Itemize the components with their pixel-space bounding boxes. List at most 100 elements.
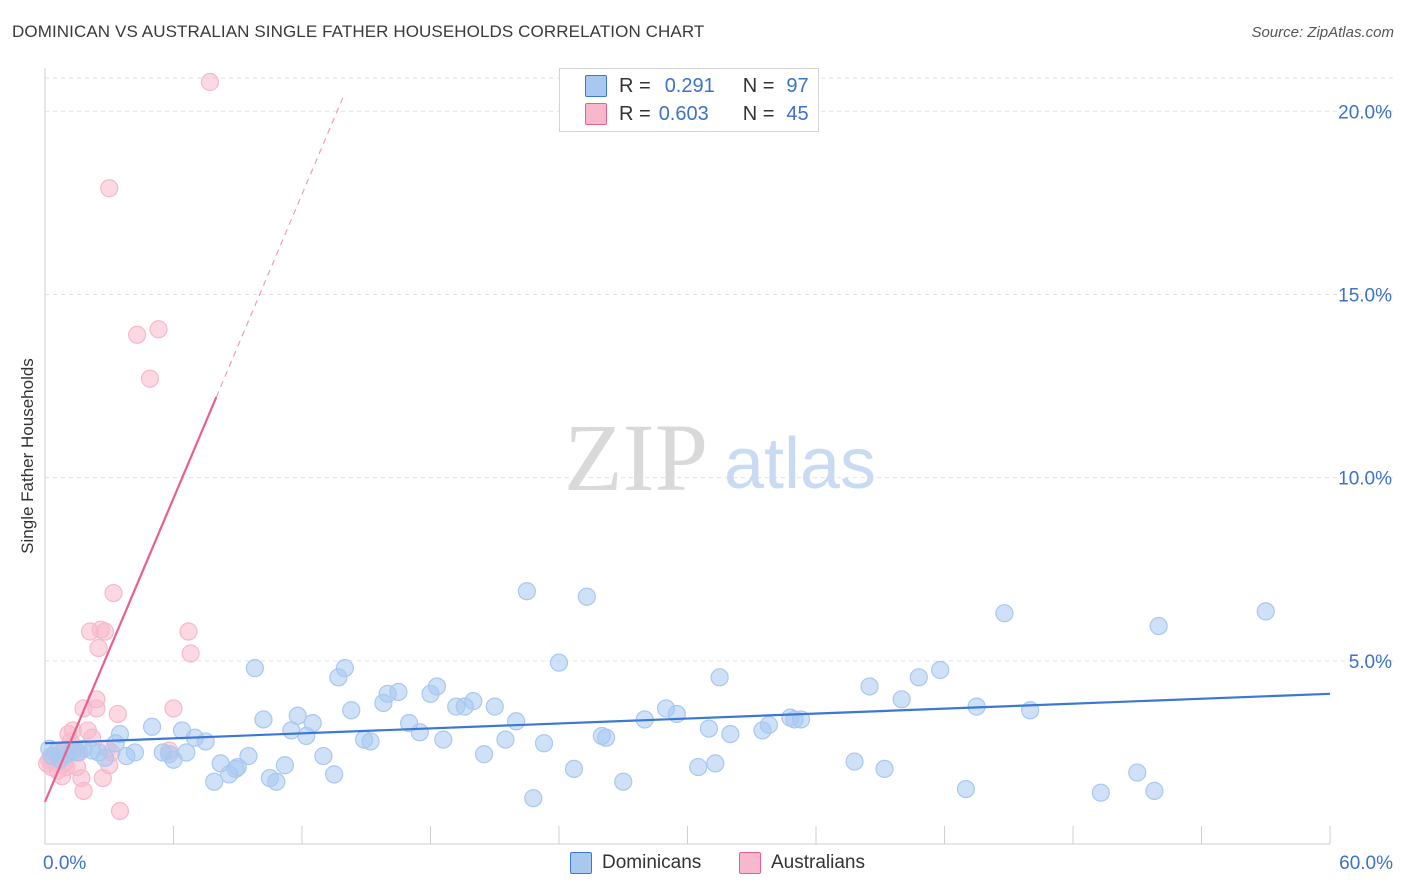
trendlines xyxy=(43,92,1331,803)
legend-r-value: 0.603 xyxy=(658,102,709,125)
dominican-point xyxy=(524,789,543,808)
chart-title: DOMINICAN VS AUSTRALIAN SINGLE FATHER HO… xyxy=(12,22,705,41)
dominican-point xyxy=(410,723,429,742)
dominican-point xyxy=(95,748,115,768)
dominican-point xyxy=(496,730,515,749)
legend-n-value: 97 xyxy=(786,74,809,97)
y-tick-label: 5.0% xyxy=(1349,652,1392,673)
correlation-legend: R = 0.291 N = 97 R = 0.603 N = 45 xyxy=(559,68,819,132)
grid-lines xyxy=(45,77,1395,662)
dominican-point xyxy=(464,692,483,711)
dominican-point xyxy=(597,728,616,747)
legend-n-value: 45 xyxy=(786,102,809,125)
dominican-point xyxy=(507,712,526,731)
dominican-point xyxy=(342,701,361,720)
dominican-point xyxy=(706,754,725,773)
australian-point xyxy=(200,72,220,92)
legend-label-dominicans: Dominicans xyxy=(602,852,702,873)
legend-n-label: N = xyxy=(742,74,775,97)
y-tick-label: 20.0% xyxy=(1338,102,1392,123)
dominican-point xyxy=(860,677,879,696)
y-tick-label: 15.0% xyxy=(1338,285,1392,306)
dominican-point xyxy=(389,682,408,702)
dominicans-trendline xyxy=(44,692,1331,745)
source-label: Source: ZipAtlas.com xyxy=(1251,24,1394,41)
dominican-point xyxy=(245,659,264,678)
legend-swatch-dominicans xyxy=(585,75,607,97)
australian-point xyxy=(89,638,108,658)
dominican-point xyxy=(226,759,245,778)
dominican-point xyxy=(303,714,322,733)
y-axis-label: Single Father Households xyxy=(18,358,37,554)
legend-n-label: N = xyxy=(742,102,775,125)
dominican-point xyxy=(956,779,976,799)
australian-point xyxy=(100,179,119,198)
australian-point xyxy=(127,325,147,344)
australian-point xyxy=(104,583,123,603)
legend-swatch-australians xyxy=(585,103,607,125)
legend-row-australians: R = 0.603 N = 45 xyxy=(585,101,809,127)
dominican-point xyxy=(177,743,196,762)
dominican-point xyxy=(267,772,286,791)
dominican-point xyxy=(485,697,504,716)
dominican-point xyxy=(142,717,162,736)
dominican-point xyxy=(239,746,258,766)
dominican-point xyxy=(1149,616,1168,636)
dominican-point xyxy=(110,724,130,744)
dominican-point xyxy=(759,715,778,735)
dominican-point xyxy=(474,745,494,764)
australian-point xyxy=(74,781,93,800)
australian-point xyxy=(164,699,183,718)
x-tick-label: 60.0% xyxy=(1339,853,1393,874)
dominicans-points xyxy=(40,582,1275,808)
australians-trendline-extension xyxy=(215,92,346,398)
australian-point xyxy=(181,644,200,663)
legend-r-label: R = xyxy=(619,74,651,97)
dominican-point xyxy=(1256,602,1275,621)
dominican-point xyxy=(254,710,273,729)
dominican-point xyxy=(892,690,911,709)
australian-point xyxy=(110,801,130,821)
dominican-point xyxy=(1128,763,1147,782)
y-tick-label: 10.0% xyxy=(1338,469,1392,490)
dominican-point xyxy=(361,732,380,751)
dominican-point xyxy=(275,756,294,775)
dominican-point xyxy=(314,746,333,766)
legend-swatch-dominicans xyxy=(570,852,592,874)
dominican-point xyxy=(1091,783,1110,802)
watermark-zip: ZIP xyxy=(564,404,708,511)
dominican-point xyxy=(909,668,928,687)
dominican-point xyxy=(517,582,536,601)
dominican-point xyxy=(931,660,950,680)
legend-australians[interactable]: Australians xyxy=(739,852,865,874)
legend-label-australians: Australians xyxy=(771,852,865,873)
legend-row-dominicans: R = 0.291 N = 97 xyxy=(585,73,809,99)
dominican-point xyxy=(205,772,224,791)
dominican-point xyxy=(564,759,584,778)
dominican-point xyxy=(577,587,596,606)
watermark-atlas: atlas xyxy=(724,424,876,504)
australian-point xyxy=(95,622,115,641)
dominican-point xyxy=(614,772,633,791)
australian-point xyxy=(140,369,160,388)
dominican-point xyxy=(689,757,708,777)
x-tick-label: 0.0% xyxy=(43,853,86,874)
dominican-point xyxy=(125,743,145,762)
dominican-point xyxy=(534,734,554,753)
dominican-point xyxy=(721,724,740,744)
australian-point xyxy=(108,704,127,724)
dominican-point xyxy=(1145,781,1164,800)
dominican-point xyxy=(845,752,864,771)
legend-dominicans[interactable]: Dominicans xyxy=(570,852,701,874)
watermark: ZIP atlas xyxy=(564,404,876,511)
dominican-point xyxy=(699,719,719,738)
legend-r-value: 0.291 xyxy=(664,74,715,97)
legend-r-label: R = xyxy=(619,102,651,125)
dominican-point xyxy=(549,653,569,672)
australian-point xyxy=(179,622,198,641)
australian-point xyxy=(149,320,168,339)
dominican-point xyxy=(288,706,307,725)
dominican-point xyxy=(427,677,447,696)
dominican-point xyxy=(325,765,344,784)
